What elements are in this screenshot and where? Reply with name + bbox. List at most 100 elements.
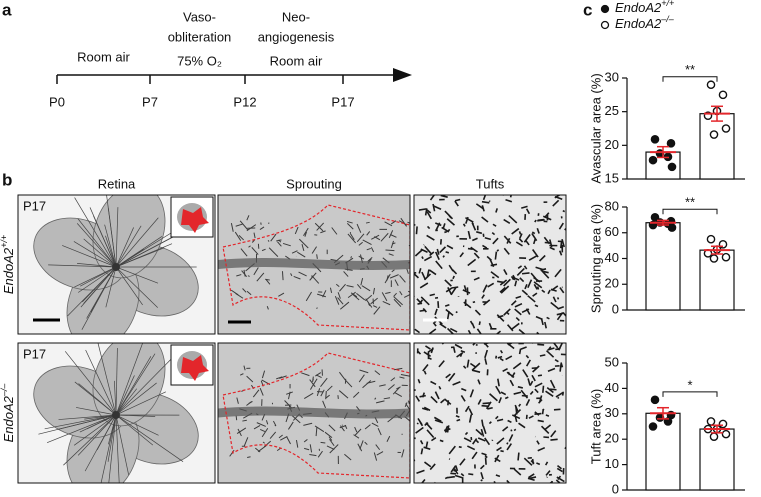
y-tick-label: 30 — [605, 69, 619, 84]
vessel — [236, 397, 239, 404]
vessel — [252, 389, 260, 398]
vessel — [379, 384, 386, 387]
vessel — [235, 223, 244, 227]
vessel — [420, 296, 430, 306]
vessel — [96, 414, 117, 451]
vessel — [79, 414, 117, 433]
vessel — [58, 414, 117, 420]
vessel — [506, 237, 511, 244]
vessel — [423, 255, 433, 262]
vessel — [537, 219, 545, 222]
vessel — [239, 220, 248, 230]
vessel — [499, 357, 504, 362]
vessel — [446, 475, 455, 479]
vessel — [115, 347, 118, 416]
data-point — [709, 254, 719, 263]
vessel — [335, 283, 340, 288]
significance-label: ** — [685, 195, 695, 210]
vessel — [430, 437, 437, 442]
vessel — [514, 302, 523, 308]
vessel — [339, 371, 346, 381]
vessel — [442, 255, 445, 258]
vessel — [338, 390, 349, 399]
vessel — [445, 251, 450, 254]
vessel — [475, 428, 483, 436]
data-point — [721, 429, 731, 439]
vessel — [557, 305, 565, 310]
vessel — [106, 195, 117, 268]
vessel — [100, 414, 117, 483]
significance-label: * — [687, 377, 692, 392]
vessel — [462, 365, 467, 369]
vessel — [287, 391, 291, 400]
vessel — [500, 285, 510, 294]
vessel — [247, 456, 251, 459]
vessel — [435, 260, 443, 270]
vessel — [556, 464, 562, 470]
micrograph-frame — [413, 194, 567, 335]
vessel — [537, 374, 543, 377]
y-tick-label: 40 — [605, 380, 619, 395]
vessel — [513, 391, 522, 395]
vessel — [439, 439, 444, 443]
vessel — [436, 248, 440, 255]
timeline-phase: Neo- — [282, 9, 310, 24]
vessel — [400, 374, 410, 377]
vessel — [549, 388, 557, 391]
vessel — [518, 231, 522, 235]
y-tick-label: 20 — [605, 431, 619, 446]
vessel — [495, 208, 498, 213]
vessel — [417, 351, 422, 355]
vessel — [531, 249, 539, 258]
vessel — [452, 347, 456, 353]
vessel — [515, 316, 520, 322]
vessel — [556, 297, 560, 300]
data-point — [706, 80, 716, 90]
vessel — [495, 355, 498, 359]
bar — [645, 222, 681, 311]
vessel — [277, 241, 282, 247]
vessel — [517, 452, 520, 461]
vessel — [447, 228, 451, 233]
vessel — [487, 406, 493, 410]
vessel — [421, 256, 424, 260]
vessel — [489, 393, 498, 402]
panel-label: a — [2, 0, 12, 19]
vessel — [429, 463, 436, 471]
vessel — [311, 378, 318, 387]
vessel — [108, 414, 117, 483]
vessel — [512, 274, 517, 280]
vessel — [291, 250, 298, 254]
vessel — [329, 287, 333, 293]
vessel — [539, 395, 543, 402]
vessel — [449, 327, 458, 333]
vessel — [77, 414, 117, 456]
vessel — [272, 420, 277, 427]
vessel — [559, 363, 562, 372]
vessel — [377, 428, 382, 436]
vessel — [404, 416, 410, 422]
vessel — [399, 290, 403, 296]
vessel — [350, 292, 358, 298]
vessel — [115, 266, 159, 284]
vessel — [343, 271, 349, 277]
vessel — [496, 446, 502, 452]
vessel — [314, 222, 324, 232]
vessel — [428, 269, 437, 276]
vessel — [44, 414, 117, 430]
vessel — [294, 226, 299, 235]
vessel — [464, 431, 469, 436]
vessel — [316, 307, 318, 309]
vessel — [504, 396, 509, 400]
vessel — [393, 367, 403, 371]
vessel — [445, 373, 451, 379]
vessel — [530, 460, 535, 465]
vessel — [265, 420, 269, 425]
vessel — [382, 301, 391, 306]
vessel — [500, 450, 504, 453]
data-point — [706, 234, 716, 244]
vessel — [77, 266, 117, 293]
vessel — [320, 441, 326, 444]
vessel — [482, 425, 487, 435]
